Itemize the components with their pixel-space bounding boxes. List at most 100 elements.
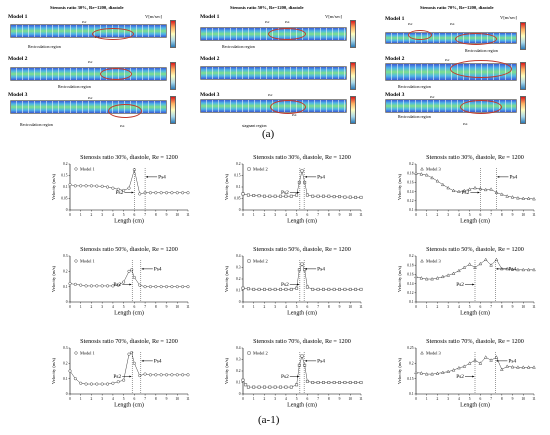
data-point bbox=[73, 377, 77, 381]
y-tick-label: 0.2 bbox=[63, 162, 68, 166]
x-tick-label: 0 bbox=[415, 305, 417, 309]
data-point bbox=[359, 287, 363, 291]
arrow-head bbox=[472, 375, 475, 378]
model-label: Model 1 bbox=[8, 14, 28, 20]
data-point bbox=[130, 351, 134, 355]
x-tick-label: 3 bbox=[274, 397, 276, 401]
x-tick-label: 10 bbox=[348, 397, 352, 401]
data-point bbox=[95, 382, 99, 386]
x-tick-label: 5 bbox=[469, 397, 471, 401]
flow-field bbox=[10, 24, 167, 38]
velocity-unit: V[m/sec] bbox=[325, 14, 343, 19]
data-point bbox=[89, 284, 93, 288]
color-bar bbox=[170, 20, 176, 48]
data-point bbox=[246, 193, 250, 197]
data-point bbox=[170, 191, 174, 195]
chart-title: Stenosis ratio 70%, diastole, Re = 1200 bbox=[426, 338, 524, 345]
x-tick-label: 7 bbox=[144, 305, 146, 309]
x-tick-label: 10 bbox=[521, 305, 525, 309]
data-point bbox=[348, 381, 352, 384]
y-tick-label: 0.12 bbox=[407, 291, 413, 295]
velocity-charts: Stenosis ratio 30%, diastole, Re = 1200 0… bbox=[51, 154, 536, 409]
data-point bbox=[473, 185, 477, 190]
legend-marker bbox=[74, 351, 78, 355]
data-point bbox=[148, 285, 152, 289]
x-tick-label: 8 bbox=[328, 397, 330, 401]
data-point bbox=[181, 373, 185, 377]
data-point bbox=[284, 194, 288, 198]
data-point bbox=[338, 287, 341, 291]
x-tick-label: 2 bbox=[91, 213, 93, 217]
data-point bbox=[154, 191, 158, 195]
data-point bbox=[89, 382, 93, 386]
annotation-label: Ps4 bbox=[508, 266, 516, 272]
chart: Stenosis ratio 50%, diastole, Re = 1200 0… bbox=[224, 246, 363, 317]
data-point bbox=[263, 287, 266, 291]
legend-label: Model 3 bbox=[426, 258, 442, 263]
data-point bbox=[446, 273, 450, 277]
x-tick-label: 0 bbox=[69, 305, 71, 309]
data-point bbox=[322, 194, 325, 198]
x-tick-label: 6 bbox=[306, 213, 308, 217]
data-point bbox=[241, 378, 245, 382]
data-point bbox=[489, 187, 493, 191]
data-point bbox=[95, 284, 99, 288]
data-point bbox=[343, 287, 347, 291]
x-tick-label: 11 bbox=[359, 213, 363, 217]
x-tick-label: 5 bbox=[469, 213, 471, 217]
data-point bbox=[257, 385, 261, 389]
data-point bbox=[424, 372, 429, 376]
legend-label: Model 3 bbox=[426, 350, 442, 355]
x-tick-label: 0 bbox=[415, 397, 417, 401]
color-bar bbox=[520, 62, 526, 90]
x-tick-label: 10 bbox=[521, 213, 525, 217]
annotation-label: Ps4 bbox=[154, 358, 162, 364]
x-tick-label: 6 bbox=[479, 305, 481, 309]
x-tick-label: 9 bbox=[339, 305, 341, 309]
data-point bbox=[273, 194, 277, 198]
x-tick-label: 5 bbox=[123, 397, 125, 401]
arrow-head bbox=[145, 175, 148, 178]
annotation-label: Ps2 bbox=[456, 282, 464, 288]
arrow-head bbox=[141, 359, 144, 362]
model-label: Model 2 bbox=[385, 56, 405, 62]
model-label: Model 2 bbox=[8, 56, 28, 62]
data-point bbox=[246, 385, 250, 389]
arrow-head bbox=[297, 375, 300, 378]
series-line bbox=[69, 352, 188, 385]
x-tick-label: 7 bbox=[317, 305, 319, 309]
x-tick-label: 1 bbox=[426, 305, 428, 309]
data-point bbox=[116, 283, 120, 287]
y-tick-label: 0.4 bbox=[236, 254, 241, 258]
annotation-label: Ps2 bbox=[113, 282, 121, 288]
recirculation-ellipse bbox=[268, 28, 306, 40]
legend-marker bbox=[74, 259, 78, 263]
y-axis-label: Velocity (m/s) bbox=[224, 265, 229, 292]
annotation-label: Ps4 bbox=[317, 174, 325, 180]
x-tick-label: 9 bbox=[166, 213, 168, 217]
x-tick-label: 11 bbox=[186, 397, 190, 401]
point-label: Ps2 bbox=[268, 93, 273, 97]
y-axis-label: Velocity (m/s) bbox=[397, 173, 402, 200]
data-point bbox=[311, 287, 315, 291]
data-point bbox=[300, 354, 304, 358]
point-label: Ps4 bbox=[463, 122, 468, 126]
data-point bbox=[295, 193, 299, 197]
x-tick-label: 3 bbox=[101, 213, 103, 217]
x-tick-label: 10 bbox=[175, 397, 179, 401]
x-tick-label: 11 bbox=[532, 213, 536, 217]
legend-label: Model 1 bbox=[80, 166, 95, 171]
data-point bbox=[246, 287, 250, 291]
y-tick-label: 0.1 bbox=[236, 289, 241, 293]
x-axis-label: Length (cm) bbox=[460, 310, 490, 317]
legend-label: Model 3 bbox=[426, 166, 442, 171]
annotation-label: Ps2 bbox=[456, 374, 464, 380]
x-tick-label: 4 bbox=[112, 305, 114, 309]
x-tick-label: 7 bbox=[317, 397, 319, 401]
data-point bbox=[79, 381, 83, 385]
chart: Stenosis ratio 30%, diastole, Re = 1200 0… bbox=[397, 154, 536, 225]
x-tick-label: 7 bbox=[490, 305, 492, 309]
x-tick-label: 7 bbox=[490, 397, 492, 401]
data-point bbox=[159, 191, 163, 195]
x-tick-label: 10 bbox=[348, 305, 352, 309]
